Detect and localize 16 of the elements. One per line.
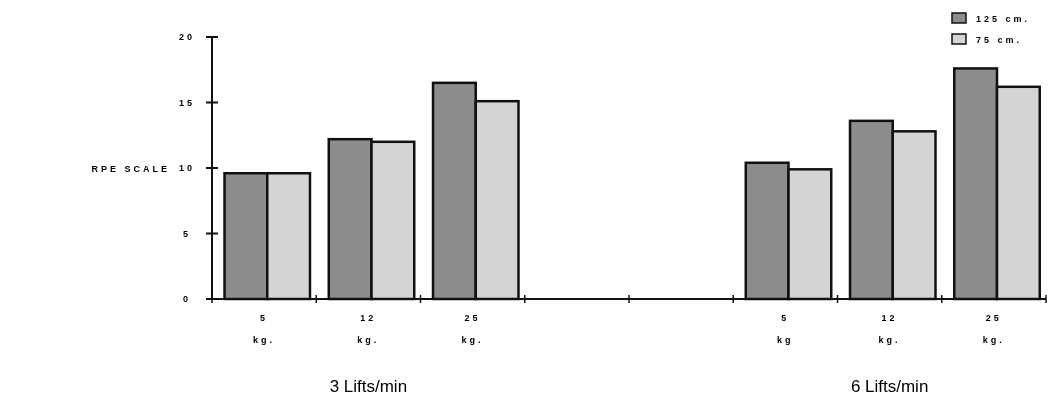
y-tick-label: 10 xyxy=(178,163,196,174)
legend-label: 75 cm. xyxy=(976,35,1023,45)
category-label: 25 kg. xyxy=(982,313,1005,345)
y-tick-label: 20 xyxy=(178,32,196,43)
y-tick-label: 0 xyxy=(182,294,192,305)
category-label: 25 kg. xyxy=(461,313,484,345)
y-tick-label: 5 xyxy=(182,228,192,239)
legend-label: 125 cm. xyxy=(976,14,1031,24)
category-label: 12 kg. xyxy=(878,313,901,345)
category-label: 12 kg. xyxy=(357,313,380,345)
category-label: 5 kg xyxy=(777,313,794,345)
y-tick-label: 15 xyxy=(178,97,196,108)
y-axis-title: RPE SCALE xyxy=(91,164,170,174)
text: 3 Lifts/min xyxy=(329,377,408,396)
category-label: 5 kg. xyxy=(253,313,276,345)
text: 6 Lifts/min xyxy=(850,377,929,396)
